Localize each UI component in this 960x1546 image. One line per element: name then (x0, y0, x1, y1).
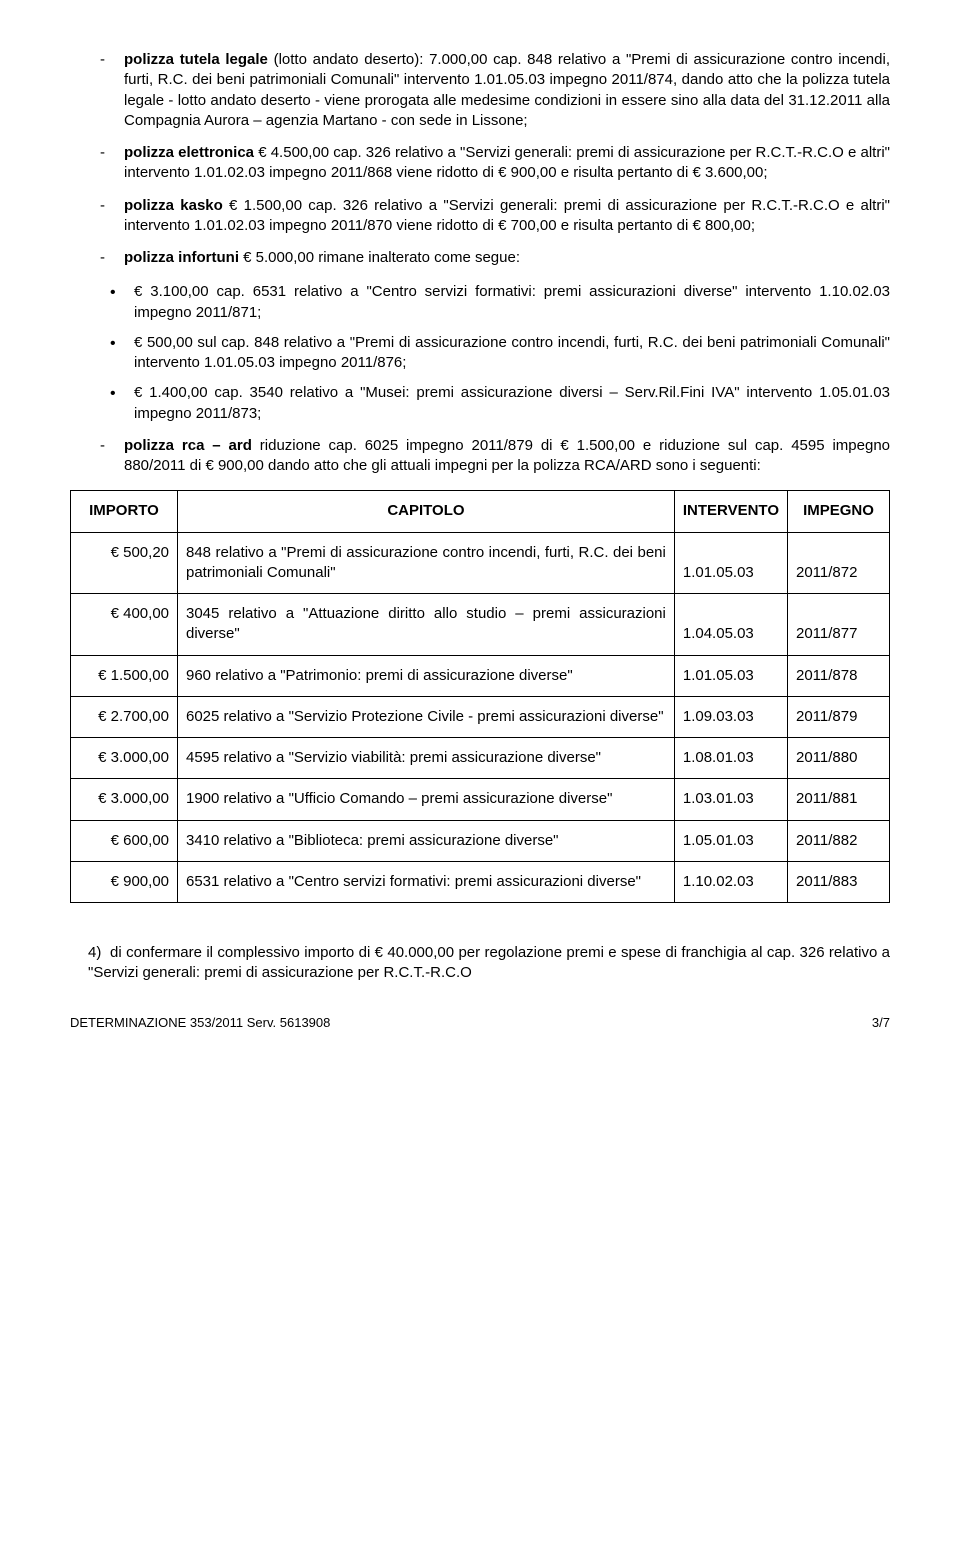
cell-amount: € 900,00 (71, 861, 178, 902)
cell-intervento: 1.05.01.03 (674, 820, 787, 861)
impegni-table: IMPORTO CAPITOLO INTERVENTO IMPEGNO € 50… (70, 490, 890, 903)
cell-desc: 1900 relativo a "Ufficio Comando – premi… (178, 779, 675, 820)
bullet-tutela-legale: polizza tutela legale (lotto andato dese… (100, 50, 890, 131)
cell-impegno: 2011/879 (788, 696, 890, 737)
th-importo: IMPORTO (71, 491, 178, 532)
cell-intervento: 1.10.02.03 (674, 861, 787, 902)
table-row: € 3.000,00 1900 relativo a "Ufficio Coma… (71, 779, 890, 820)
table-row: € 2.700,00 6025 relativo a "Servizio Pro… (71, 696, 890, 737)
table-row: € 900,00 6531 relativo a "Centro servizi… (71, 861, 890, 902)
cell-desc: 960 relativo a "Patrimonio: premi di ass… (178, 655, 675, 696)
cell-impegno: 2011/883 (788, 861, 890, 902)
sub-bullet: € 500,00 sul cap. 848 relativo a "Premi … (110, 333, 890, 374)
footer-page-number: 3/7 (872, 1014, 890, 1032)
infortuni-sublist: € 3.100,00 cap. 6531 relativo a "Centro … (70, 282, 890, 424)
cell-intervento: 1.08.01.03 (674, 738, 787, 779)
sub-bullet: € 3.100,00 cap. 6531 relativo a "Centro … (110, 282, 890, 323)
cell-desc: 3045 relativo a "Attuazione diritto allo… (178, 594, 675, 656)
cell-desc: 3410 relativo a "Biblioteca: premi assic… (178, 820, 675, 861)
cell-impegno: 2011/880 (788, 738, 890, 779)
cell-intervento: 1.09.03.03 (674, 696, 787, 737)
cell-amount: € 3.000,00 (71, 738, 178, 779)
bullet-elettronica: polizza elettronica € 4.500,00 cap. 326 … (100, 143, 890, 184)
bullet-rca: polizza rca – ard riduzione cap. 6025 im… (100, 436, 890, 477)
cell-intervento: 1.01.05.03 (674, 655, 787, 696)
cell-intervento: 1.03.01.03 (674, 779, 787, 820)
main-bullet-list: polizza tutela legale (lotto andato dese… (70, 50, 890, 268)
cell-desc: 848 relativo a "Premi di assicurazione c… (178, 532, 675, 594)
cell-impegno: 2011/877 (788, 594, 890, 656)
table-row: € 3.000,00 4595 relativo a "Servizio via… (71, 738, 890, 779)
cell-desc: 6531 relativo a "Centro servizi formativ… (178, 861, 675, 902)
cell-amount: € 1.500,00 (71, 655, 178, 696)
bullet-infortuni: polizza infortuni € 5.000,00 rimane inal… (100, 248, 890, 268)
th-impegno: IMPEGNO (788, 491, 890, 532)
table-row: € 500,20 848 relativo a "Premi di assicu… (71, 532, 890, 594)
cell-desc: 6025 relativo a "Servizio Protezione Civ… (178, 696, 675, 737)
rca-bullet-list: polizza rca – ard riduzione cap. 6025 im… (70, 436, 890, 477)
cell-desc: 4595 relativo a "Servizio viabilità: pre… (178, 738, 675, 779)
table-row: € 1.500,00 960 relativo a "Patrimonio: p… (71, 655, 890, 696)
cell-impegno: 2011/878 (788, 655, 890, 696)
table-header-row: IMPORTO CAPITOLO INTERVENTO IMPEGNO (71, 491, 890, 532)
cell-intervento: 1.04.05.03 (674, 594, 787, 656)
th-intervento: INTERVENTO (674, 491, 787, 532)
cell-impegno: 2011/872 (788, 532, 890, 594)
cell-amount: € 400,00 (71, 594, 178, 656)
page-footer: DETERMINAZIONE 353/2011 Serv. 5613908 3/… (70, 1014, 890, 1032)
bullet-kasko: polizza kasko € 1.500,00 cap. 326 relati… (100, 196, 890, 237)
cell-intervento: 1.01.05.03 (674, 532, 787, 594)
cell-amount: € 2.700,00 (71, 696, 178, 737)
cell-amount: € 3.000,00 (71, 779, 178, 820)
th-capitolo: CAPITOLO (178, 491, 675, 532)
cell-impegno: 2011/882 (788, 820, 890, 861)
footer-doc-ref: DETERMINAZIONE 353/2011 Serv. 5613908 (70, 1014, 330, 1032)
cell-amount: € 500,20 (71, 532, 178, 594)
table-body: € 500,20 848 relativo a "Premi di assicu… (71, 532, 890, 903)
closing-paragraph: 4) di confermare il complessivo importo … (70, 943, 890, 984)
table-row: € 600,00 3410 relativo a "Biblioteca: pr… (71, 820, 890, 861)
table-row: € 400,00 3045 relativo a "Attuazione dir… (71, 594, 890, 656)
cell-amount: € 600,00 (71, 820, 178, 861)
cell-impegno: 2011/881 (788, 779, 890, 820)
sub-bullet: € 1.400,00 cap. 3540 relativo a "Musei: … (110, 383, 890, 424)
